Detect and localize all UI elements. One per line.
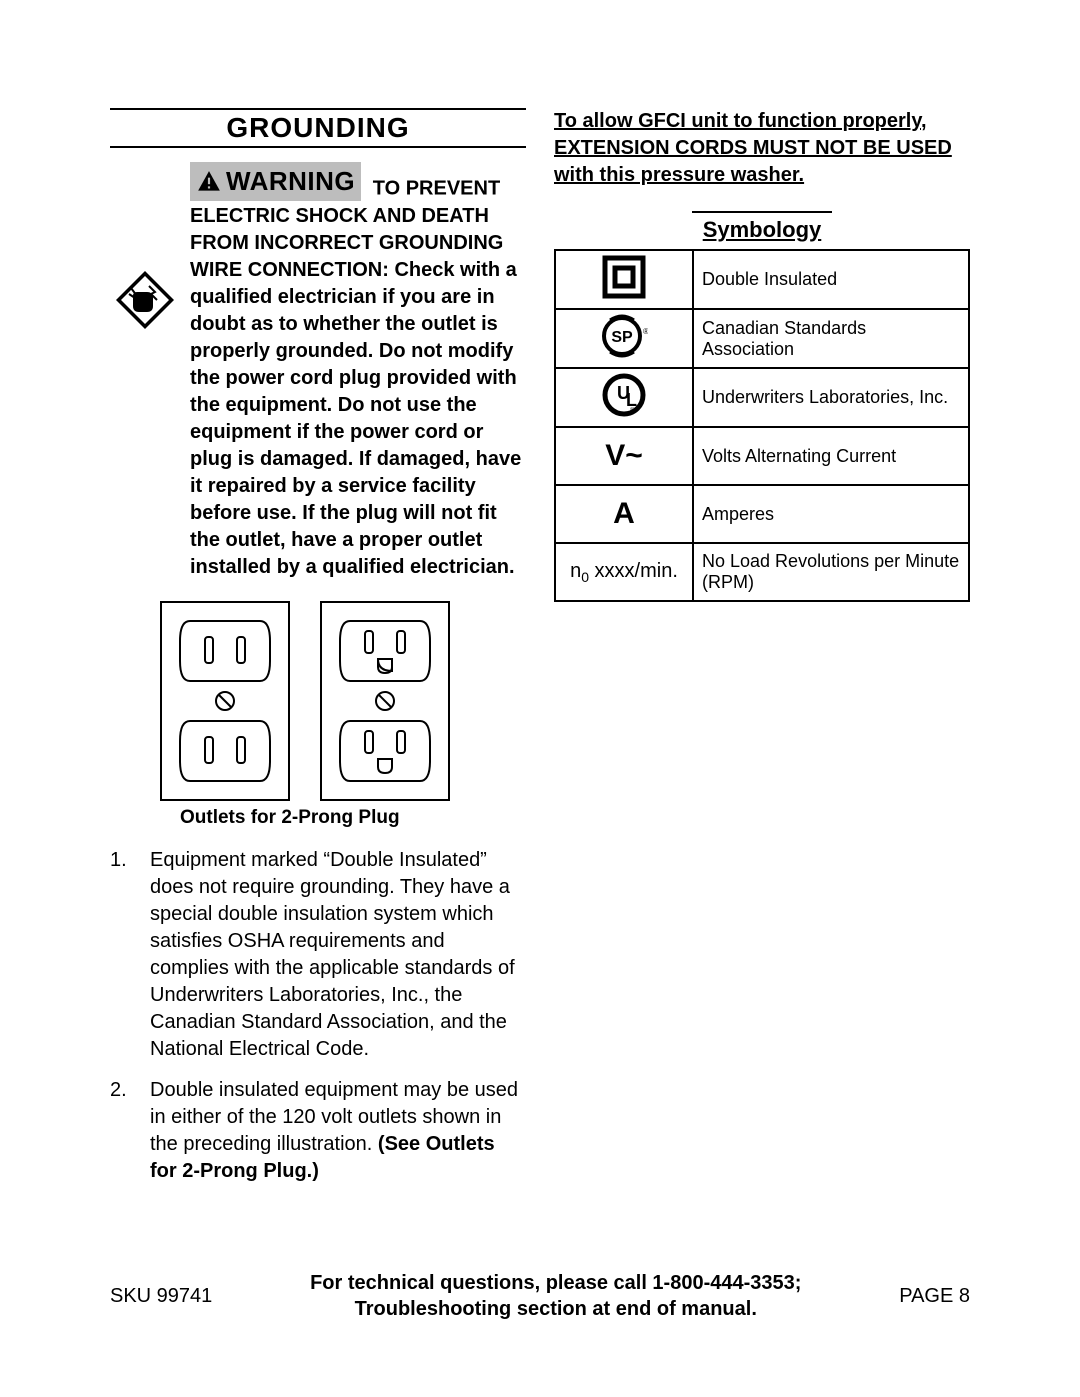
outlet-2prong-icon [160,601,290,801]
ul-icon: U L ® [602,373,646,417]
shock-hazard-icon [115,270,175,330]
symbol-desc: Underwriters Laboratories, Inc. [693,368,969,427]
svg-text:SP: SP [611,329,633,346]
symbol-rpm: n0 xxxx/min. [555,543,693,601]
list-item: Equipment marked “Double Insu­lated” doe… [110,847,526,1063]
footer-page: PAGE 8 [899,1285,970,1308]
warning-body: Check with a qualified electrician if yo… [190,259,521,578]
symbol-amp: A [555,485,693,543]
page: GROUNDING WARNING TO PREVENT ELECTRIC SH… [0,0,1080,1397]
outlet-3prong-icon [320,601,450,801]
list-item: Double insulated equipment may be used i… [110,1077,526,1185]
outlet-caption: Outlets for 2-Prong Plug [180,807,526,829]
warning-block: WARNING TO PREVENT ELECTRIC SHOCK AND DE… [190,162,526,581]
section-title-grounding: GROUNDING [110,108,526,148]
content-columns: GROUNDING WARNING TO PREVENT ELECTRIC SH… [110,108,970,1199]
warning-badge: WARNING [190,162,361,201]
symbology-table: Double Insulated SP ® Canadian Standards… [554,249,970,602]
table-row: n0 xxxx/min. No Load Revolutions per Min… [555,543,969,601]
footer-support: For technical questions, please call 1-8… [212,1270,899,1322]
symbol-desc: Canadian Standards Association [693,309,969,368]
symbol-desc: Volts Alternating Current [693,427,969,485]
symbol-desc: Double Insulated [693,250,969,309]
table-row: A Amperes [555,485,969,543]
page-footer: SKU 99741 For technical questions, pleas… [110,1270,970,1322]
outlet-illustrations [160,601,526,801]
gfci-note: To allow GFCI unit to function properly,… [554,108,970,189]
symbol-csa: SP ® [555,309,693,368]
numbered-list: Equipment marked “Double Insu­lated” doe… [110,847,526,1185]
svg-text:L: L [626,390,637,410]
list-item-text: Equipment marked “Double Insu­lated” doe… [150,847,526,1063]
symbol-desc: Amperes [693,485,969,543]
symbol-double-insulated [555,250,693,309]
right-column: To allow GFCI unit to function properly,… [554,108,970,1199]
double-insulated-icon [602,255,646,299]
list-item-text: Double insulated equipment may be used i… [150,1077,526,1185]
symbol-ul: U L ® [555,368,693,427]
table-row: U L ® Underwriters Laboratories, Inc. [555,368,969,427]
table-row: SP ® Canadian Standards Association [555,309,969,368]
svg-text:®: ® [630,407,635,414]
svg-text:®: ® [643,327,648,336]
csa-icon: SP ® [600,314,648,358]
warning-triangle-icon [196,169,222,195]
table-row: Double Insulated [555,250,969,309]
footer-sku: SKU 99741 [110,1285,212,1308]
table-row: V~ Volts Alternating Current [555,427,969,485]
symbology-heading: Symbology [692,211,832,243]
symbol-vac: V~ [555,427,693,485]
warning-badge-text: WARNING [226,164,355,199]
symbol-desc: No Load Revolutions per Minute (RPM) [693,543,969,601]
